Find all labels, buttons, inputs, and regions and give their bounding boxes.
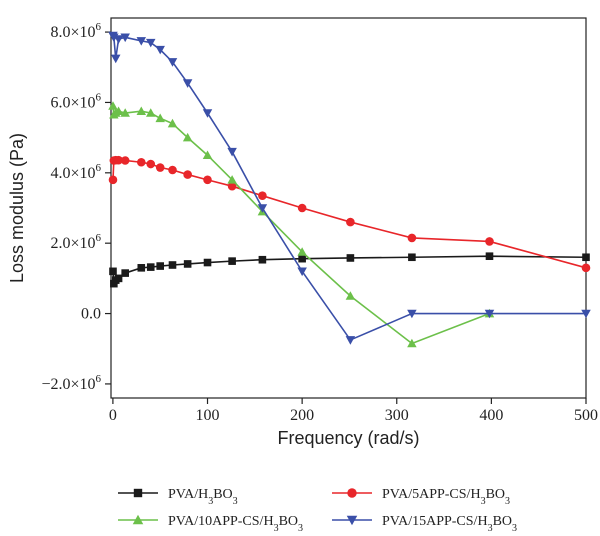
legend: PVA/H3BO3 PVA/5APP-CS/H3BO3 PVA/10APP-CS/H… (118, 487, 517, 534)
data-series (108, 31, 591, 348)
legend-marker (133, 488, 143, 498)
data-point (183, 170, 192, 179)
data-point (136, 37, 147, 46)
y-tick-label: 6.0×106 (50, 91, 101, 111)
data-point (167, 118, 178, 128)
series-4 (108, 31, 591, 345)
data-point (582, 253, 590, 262)
x-tick-label: 200 (290, 407, 314, 424)
data-point (136, 157, 146, 167)
data-point (108, 175, 118, 185)
data-point (108, 101, 118, 110)
legend-item: PVA/15APP-CS/H3BO3 (332, 514, 517, 534)
data-point (120, 156, 130, 165)
data-point (120, 108, 130, 117)
data-point (345, 336, 356, 345)
data-point (258, 191, 267, 200)
data-point (168, 165, 177, 175)
y-tick-label: 8.0×106 (50, 21, 101, 41)
data-point (145, 108, 156, 117)
plot-area-frame (110, 17, 587, 399)
x-tick-label: 0 (109, 407, 117, 424)
data-point (297, 267, 307, 277)
data-point (183, 260, 192, 268)
data-point (228, 257, 236, 265)
x-tick-label: 100 (196, 407, 220, 424)
data-point (146, 263, 155, 271)
legend-label: PVA/10APP-CS/H3BO3 (168, 514, 303, 534)
data-point (227, 181, 237, 191)
x-tick-label: 500 (574, 407, 598, 424)
axis-ticks: 0 100 200 300 400 500 −2.0×106 0.0 2.0×106 4.0×10… (41, 21, 598, 424)
legend-item: PVA/10APP-CS/H3BO3 (118, 514, 303, 534)
data-point (297, 247, 307, 256)
legend-label: PVA/H3BO3 (168, 487, 238, 507)
data-point (182, 132, 193, 142)
series-1 (109, 252, 590, 288)
data-point (227, 147, 237, 157)
legend-marker (132, 514, 144, 525)
x-tick-label: 400 (479, 407, 503, 424)
data-point (110, 54, 121, 64)
legend-label: PVA/15APP-CS/H3BO3 (382, 514, 517, 534)
legend-item: PVA/H3BO3 (118, 487, 238, 507)
data-point (408, 253, 416, 262)
legend-item: PVA/5APP-CS/H3BO3 (332, 487, 510, 507)
data-point (202, 150, 213, 160)
data-point (407, 233, 417, 243)
data-point (167, 58, 178, 67)
data-point (203, 175, 212, 185)
data-point (202, 109, 213, 118)
data-point (121, 269, 129, 277)
y-tick-label: −2.0×106 (41, 373, 101, 393)
y-tick-label: 4.0×106 (50, 162, 101, 182)
y-axis-title: Loss modulus (Pa) (7, 133, 27, 283)
data-point (168, 261, 177, 269)
data-point (137, 264, 146, 272)
data-point (297, 203, 307, 213)
data-point (407, 309, 417, 319)
data-point (227, 175, 237, 184)
data-point (258, 255, 267, 264)
data-point (485, 237, 494, 246)
data-point (120, 33, 130, 43)
data-point (257, 204, 268, 213)
data-point (155, 45, 165, 55)
data-point (109, 267, 117, 276)
data-point (346, 217, 355, 227)
data-point (203, 258, 212, 267)
data-point (182, 79, 193, 88)
data-point (113, 106, 124, 116)
legend-marker (347, 488, 357, 498)
data-point (484, 309, 495, 319)
data-point (581, 263, 591, 273)
y-tick-label: 2.0×106 (50, 232, 101, 252)
data-point (345, 291, 356, 300)
data-point (145, 38, 156, 48)
series-2 (108, 155, 591, 273)
data-point (155, 163, 165, 172)
x-axis-title: Frequency (rad/s) (277, 428, 419, 448)
data-point (113, 35, 124, 44)
data-point (581, 309, 591, 319)
data-point (114, 274, 123, 283)
x-tick-label: 300 (385, 407, 409, 424)
data-point (146, 159, 156, 169)
legend-marker (346, 515, 358, 526)
y-tick-label: 0.0 (81, 306, 101, 323)
data-point (346, 254, 355, 262)
data-point (136, 106, 147, 116)
data-point (114, 155, 123, 165)
data-point (485, 252, 494, 261)
data-point (407, 338, 417, 348)
data-point (156, 262, 165, 270)
data-point (155, 113, 165, 123)
legend-label: PVA/5APP-CS/H3BO3 (382, 487, 510, 507)
data-point (298, 254, 306, 263)
